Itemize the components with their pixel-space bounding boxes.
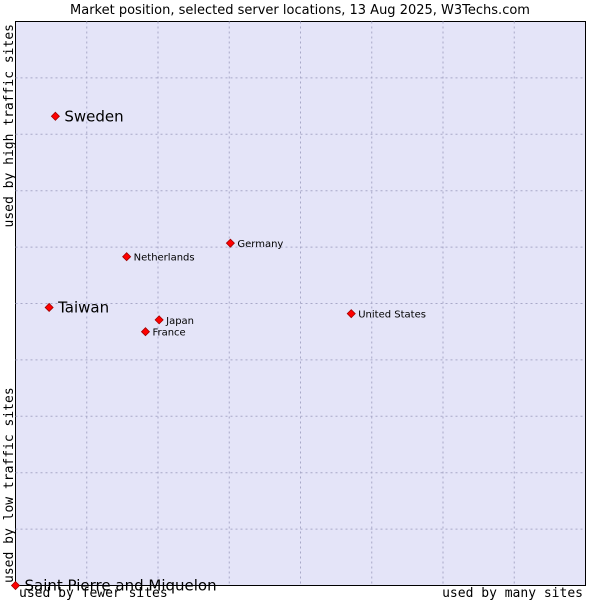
point-label-france: France	[152, 328, 185, 339]
data-points: Sweden Taiwan Saint Pierre and Miquelon Ger…	[10, 107, 426, 595]
point-label-saint-pierre-and-miquelon: Saint Pierre and Miquelon	[25, 577, 217, 595]
grid-lines	[15, 21, 586, 586]
x-label-right: used by many sites	[442, 586, 583, 600]
point-marker-france	[140, 327, 151, 337]
point-label-sweden: Sweden	[64, 107, 123, 125]
point-marker-netherlands	[122, 252, 132, 262]
point-marker-taiwan	[44, 302, 54, 313]
point-marker-united-states	[346, 309, 356, 319]
point-label-taiwan: Taiwan	[57, 298, 109, 316]
point-marker-germany	[225, 238, 235, 248]
y-label-bottom: used by low traffic sites	[2, 387, 17, 583]
point-label-netherlands: Netherlands	[134, 253, 195, 264]
y-label-top: used by high traffic sites	[2, 24, 17, 228]
point-marker-sweden	[50, 111, 60, 121]
point-marker-japan	[154, 315, 164, 325]
x-label-left: used by fewer sites	[19, 586, 168, 600]
point-label-united-states: United States	[358, 310, 426, 321]
point-label-germany: Germany	[237, 239, 283, 250]
point-label-japan: Japan	[165, 316, 194, 327]
chart-title: Market position, selected server locatio…	[70, 3, 530, 18]
point-marker-saint-pierre-and-miquelon	[10, 580, 21, 591]
